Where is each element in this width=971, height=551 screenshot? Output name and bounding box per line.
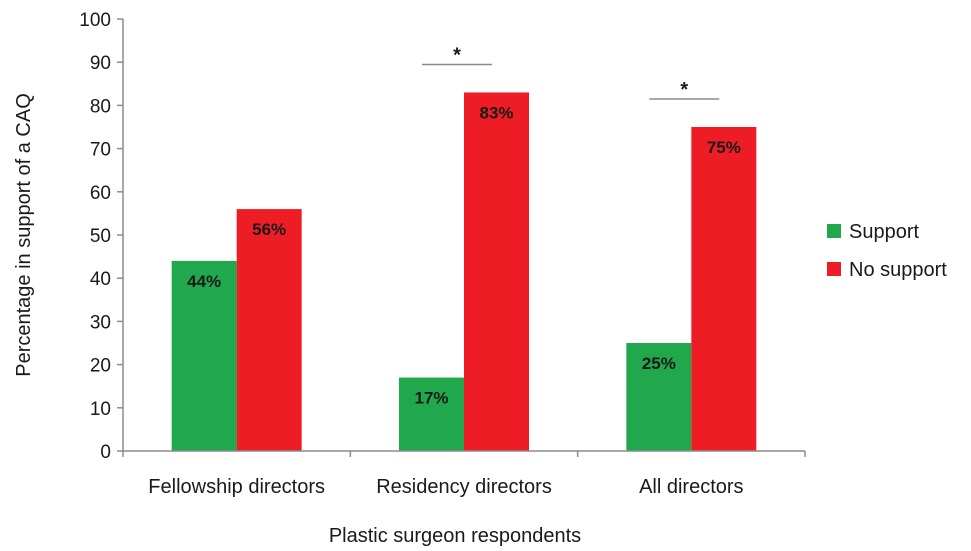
legend-swatch	[827, 262, 841, 276]
legend-swatch	[827, 224, 841, 238]
data-label: 17%	[414, 389, 448, 408]
y-tick-label: 20	[90, 356, 111, 377]
legend: Support No support	[827, 221, 947, 281]
data-label: 75%	[707, 138, 741, 157]
x-axis-title: Plastic surgeon respondents	[329, 525, 581, 547]
y-tick-label: 10	[90, 399, 111, 420]
x-tick-label: All directors	[639, 476, 743, 498]
bar-no-support	[464, 92, 529, 451]
significance-markers: **	[422, 44, 720, 101]
significance-star: *	[453, 44, 461, 66]
y-tick-label: 60	[90, 183, 111, 204]
data-label: 44%	[187, 272, 221, 291]
y-axis: 0 10 20 30 40 50 60 70 80 90 100	[79, 10, 124, 463]
legend-label: Support	[849, 221, 919, 243]
bar-support	[171, 260, 237, 451]
y-tick-label: 0	[100, 442, 111, 463]
y-tick-label: 40	[90, 269, 111, 290]
x-tick-label: Fellowship directors	[148, 476, 325, 498]
bar-no-support	[691, 127, 757, 451]
y-tick-label: 100	[79, 10, 111, 31]
data-label: 56%	[252, 220, 286, 239]
bar-no-support	[236, 209, 302, 451]
y-tick-label: 50	[90, 226, 111, 247]
data-labels: 44% 56% 17% 83% 25% 75%	[187, 103, 741, 407]
y-tick-label: 80	[90, 96, 111, 117]
legend-label: No support	[849, 259, 947, 281]
y-tick-label: 70	[90, 140, 111, 161]
bars	[171, 92, 757, 451]
x-axis: Fellowship directors Residency directors A…	[122, 450, 806, 498]
data-label: 25%	[642, 354, 676, 373]
significance-star: *	[680, 79, 688, 101]
data-label: 83%	[479, 103, 513, 122]
bar-support	[399, 377, 464, 451]
bar-support	[626, 343, 692, 451]
y-tick-label: 90	[90, 53, 111, 74]
x-tick-label: Residency directors	[376, 476, 552, 498]
y-tick-label: 30	[90, 312, 111, 333]
y-axis-title: Percentage in support of a CAQ	[13, 93, 35, 377]
